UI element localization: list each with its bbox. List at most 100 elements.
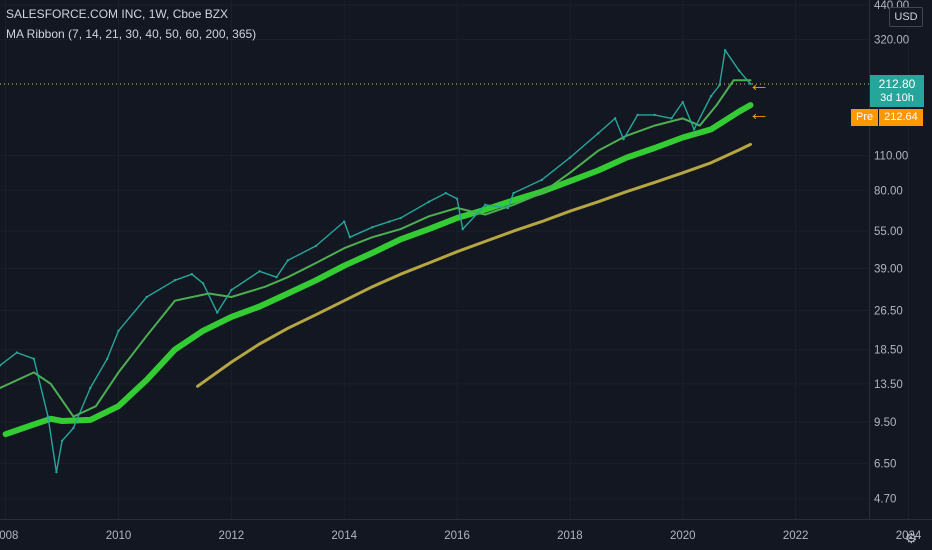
data-point — [60, 439, 64, 443]
data-point — [258, 343, 261, 345]
chart-grid — [0, 0, 909, 519]
data-point — [95, 405, 97, 407]
data-point — [145, 335, 148, 337]
gear-icon[interactable]: ⚙ — [905, 530, 918, 546]
x-tick-label: 2024 — [896, 530, 922, 542]
data-point — [540, 220, 543, 223]
data-point — [55, 470, 58, 474]
y-tick-label: 80.00 — [874, 185, 903, 197]
data-point — [258, 270, 261, 273]
data-point — [636, 113, 639, 117]
data-point — [371, 252, 374, 254]
data-point — [732, 79, 735, 82]
data-point — [738, 149, 741, 151]
price-axis[interactable]: 440.00 320.00 110.00 80.00 55.00 39.00 26.50 18… — [874, 0, 909, 506]
data-point — [512, 230, 515, 232]
last-price-value: 212.80 — [878, 77, 916, 91]
data-point — [230, 288, 233, 292]
y-tick-label: 39.00 — [874, 263, 903, 275]
data-point — [613, 117, 617, 120]
data-point — [399, 273, 402, 276]
data-point — [718, 84, 721, 87]
y-tick-label: 320.00 — [874, 34, 909, 46]
data-point — [315, 262, 317, 264]
data-point — [106, 357, 109, 361]
data-point — [749, 104, 752, 106]
x-tick-label: 2018 — [557, 530, 583, 542]
data-point — [428, 228, 430, 230]
data-point — [461, 227, 464, 231]
data-point — [569, 210, 571, 213]
data-point — [653, 147, 656, 149]
series-layer — [0, 48, 754, 474]
data-point — [145, 379, 148, 381]
data-point — [456, 207, 458, 209]
x-tick-label: 2010 — [106, 530, 132, 542]
data-point — [174, 348, 176, 351]
data-point — [715, 104, 718, 106]
data-point — [33, 423, 35, 426]
data-point — [190, 273, 194, 276]
data-point — [286, 327, 289, 330]
currency-button[interactable]: USD — [889, 7, 923, 27]
data-point — [145, 295, 148, 299]
y-tick-label: 18.50 — [874, 345, 903, 357]
data-point — [49, 417, 52, 420]
data-point — [710, 162, 712, 164]
data-point — [343, 264, 346, 267]
data-point — [670, 117, 673, 120]
data-point — [258, 305, 261, 308]
data-point — [173, 279, 177, 282]
x-tick-label: 2016 — [444, 530, 470, 542]
data-point — [371, 285, 374, 288]
data-point — [625, 190, 628, 193]
data-point — [444, 191, 447, 195]
arrow-left-icon: ← — [748, 71, 770, 96]
data-point — [72, 426, 75, 430]
data-point — [399, 228, 402, 230]
data-point — [456, 217, 458, 219]
x-tick-label: 2012 — [219, 530, 245, 542]
data-point — [286, 276, 289, 278]
arrow-left-icon: ← — [748, 100, 770, 125]
data-point — [174, 299, 176, 302]
data-point — [286, 292, 289, 295]
data-point — [89, 419, 92, 421]
data-point — [698, 124, 701, 127]
data-point — [315, 279, 317, 282]
time-axis[interactable]: 2008 2010 2012 2014 2016 2018 2020 2022 2024 — [0, 530, 922, 542]
data-point — [230, 361, 233, 363]
data-point — [569, 180, 571, 182]
x-tick-label: 2020 — [670, 530, 696, 542]
data-point — [455, 197, 459, 200]
data-point — [749, 143, 752, 146]
data-point — [681, 100, 684, 104]
data-point — [371, 236, 374, 238]
y-tick-label: 26.50 — [874, 306, 903, 318]
data-point — [201, 282, 205, 285]
data-point — [427, 200, 431, 203]
pre-market-value: 212.64 — [879, 109, 923, 126]
data-point — [196, 385, 199, 388]
data-point — [597, 200, 599, 203]
data-point — [569, 171, 571, 174]
data-point — [653, 181, 656, 184]
data-point — [681, 136, 684, 139]
data-point — [540, 192, 543, 194]
data-point — [399, 238, 402, 241]
data-point — [653, 113, 656, 117]
data-point — [230, 296, 233, 298]
data-point — [230, 316, 233, 318]
series-ma-14 — [0, 79, 752, 418]
x-tick-label: 2022 — [783, 530, 809, 542]
data-point — [275, 275, 278, 279]
indicator-label[interactable]: MA Ribbon (7, 14, 21, 30, 40, 50, 60, 20… — [6, 27, 257, 41]
y-tick-label: 4.70 — [874, 494, 896, 506]
data-point — [484, 240, 487, 243]
data-point — [348, 235, 352, 239]
data-point — [484, 203, 487, 207]
data-point — [202, 329, 204, 332]
data-point — [596, 132, 600, 135]
data-point — [625, 156, 628, 159]
